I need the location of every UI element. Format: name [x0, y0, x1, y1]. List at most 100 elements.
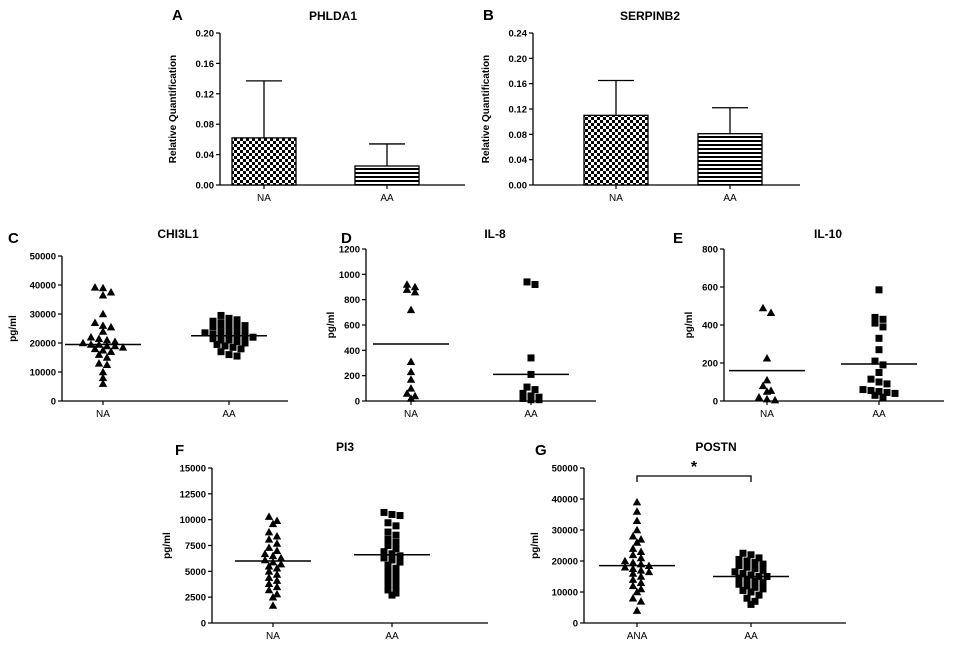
- point-square: [751, 597, 759, 605]
- y-axis-label: pg/ml: [8, 315, 19, 342]
- point-triangle: [90, 283, 100, 291]
- point-square: [217, 348, 225, 356]
- point-triangle: [620, 556, 630, 565]
- point-triangle: [98, 321, 108, 329]
- point-square: [867, 375, 875, 383]
- y-tick-label: 10000: [552, 588, 578, 599]
- point-triangle: [98, 290, 108, 299]
- x-tick-label: ANA: [627, 631, 648, 642]
- point-square: [213, 340, 221, 348]
- point-triangle: [410, 282, 420, 291]
- y-tick-label: 0.12: [196, 89, 215, 100]
- x-tick-label: AA: [744, 631, 758, 642]
- point-square: [743, 563, 751, 571]
- chart-title: IL-8: [484, 227, 506, 241]
- point-square: [879, 323, 887, 331]
- point-square: [759, 560, 767, 568]
- point-square: [879, 315, 887, 323]
- x-tick-label: NA: [266, 631, 280, 642]
- y-tick-label: 0.00: [509, 181, 528, 192]
- point-triangle: [272, 546, 282, 554]
- point-square: [396, 552, 404, 560]
- point-triangle: [272, 539, 282, 547]
- point-square: [388, 511, 396, 518]
- point-square: [384, 519, 392, 527]
- point-square: [875, 369, 883, 376]
- bar-aa: [354, 165, 420, 186]
- point-square: [209, 330, 217, 338]
- point-triangle: [620, 563, 630, 571]
- y-tick-label: 800: [702, 245, 718, 256]
- point-square: [384, 542, 392, 549]
- y-tick-label: 0: [51, 397, 56, 408]
- panel-letter: F: [175, 442, 184, 459]
- y-tick-label: 400: [702, 321, 718, 332]
- point-square: [759, 585, 767, 593]
- point-square: [871, 357, 879, 365]
- point-triangle: [628, 581, 638, 590]
- point-triangle: [636, 566, 646, 574]
- point-square: [384, 580, 392, 588]
- point-square: [209, 335, 217, 343]
- point-triangle: [102, 360, 112, 369]
- x-tick-label: AA: [524, 409, 538, 420]
- y-tick-label: 0.00: [196, 181, 215, 192]
- point-square: [871, 313, 879, 321]
- point-square: [217, 319, 225, 327]
- point-square: [747, 588, 755, 596]
- point-triangle: [754, 393, 764, 401]
- y-tick-label: 0: [713, 397, 718, 408]
- point-triangle: [90, 344, 100, 353]
- y-axis-label: pg/ml: [530, 532, 541, 559]
- point-square: [233, 352, 241, 360]
- point-triangle: [272, 564, 282, 572]
- point-triangle: [110, 341, 120, 350]
- point-triangle: [636, 547, 646, 555]
- point-triangle: [94, 359, 104, 367]
- y-tick-label: 5000: [185, 567, 206, 578]
- point-square: [233, 338, 241, 346]
- panel-letter: B: [483, 7, 494, 24]
- y-tick-label: 0: [573, 619, 578, 630]
- point-square: [527, 392, 535, 400]
- y-tick-label: 0.04: [509, 155, 528, 166]
- point-square: [217, 311, 225, 319]
- point-square: [241, 339, 249, 347]
- point-square: [755, 591, 763, 599]
- point-square: [225, 336, 233, 344]
- point-triangle: [402, 389, 412, 397]
- panel-f: F PI3 0 2500 5000 7500 10000 12500 15000 pg/ml NA A…: [162, 440, 488, 642]
- point-square: [875, 346, 883, 354]
- y-tick-label: 20000: [552, 557, 578, 568]
- point-triangle: [264, 512, 274, 520]
- point-triangle: [272, 516, 282, 524]
- point-triangle: [406, 384, 416, 392]
- point-square: [859, 386, 867, 394]
- point-triangle: [102, 335, 112, 344]
- point-square: [879, 361, 887, 369]
- point-triangle: [98, 283, 108, 292]
- point-triangle: [90, 318, 100, 326]
- point-square: [739, 569, 747, 577]
- point-square: [527, 354, 535, 362]
- y-tick-label: 20000: [30, 339, 56, 350]
- panel-a: A PHLDA1 0.00 0.04 0.08 0.12 0.16 0.20 Relative …: [168, 7, 465, 204]
- point-square: [531, 280, 539, 288]
- panel-e: E IL-10 0 200 400 600 800 pg/ml NA AA: [673, 227, 944, 420]
- point-triangle: [268, 592, 278, 601]
- point-triangle: [264, 535, 274, 543]
- point-square: [879, 393, 887, 401]
- point-square: [392, 538, 400, 546]
- point-triangle: [636, 535, 646, 543]
- panel-c: C CHI3L1 0 10000 20000 30000 40000 50000 pg/ml NA…: [8, 227, 288, 420]
- point-square: [747, 551, 755, 559]
- y-tick-label: 200: [702, 359, 718, 370]
- point-square: [392, 577, 400, 585]
- y-tick-label: 1000: [339, 270, 360, 281]
- chart-title: CHI3L1: [157, 227, 199, 241]
- chart-title: SERPINB2: [620, 9, 680, 23]
- point-square: [871, 319, 879, 327]
- point-square: [229, 343, 237, 351]
